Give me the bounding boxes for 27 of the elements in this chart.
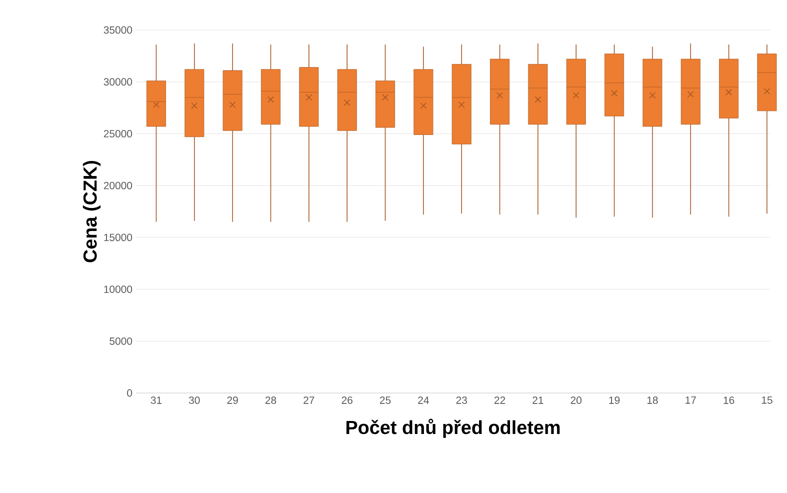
y-tick-label: 0 bbox=[127, 389, 132, 397]
x-tick-label: 18 bbox=[647, 396, 658, 404]
x-tick-label: 17 bbox=[686, 396, 696, 404]
x-tick-label: 24 bbox=[418, 396, 429, 404]
y-axis-title: Cena (CZK) bbox=[82, 160, 101, 262]
x-tick-label: 28 bbox=[265, 396, 276, 404]
y-tick-label: 15000 bbox=[104, 234, 132, 242]
x-tick-label: 21 bbox=[532, 396, 544, 404]
x-tick-label: 20 bbox=[570, 396, 582, 404]
y-tick-label: 5000 bbox=[110, 337, 132, 345]
x-tick-label: 23 bbox=[456, 396, 467, 404]
x-tick-label: 31 bbox=[150, 396, 162, 404]
y-tick-label: 30000 bbox=[104, 78, 132, 86]
x-tick-label: 25 bbox=[380, 396, 391, 404]
x-tick-label: 26 bbox=[342, 396, 352, 404]
y-tick-label: 10000 bbox=[104, 286, 132, 293]
y-tick-label: 35000 bbox=[104, 26, 132, 34]
x-tick-label: 22 bbox=[494, 396, 506, 404]
x-tick-label: 16 bbox=[724, 396, 734, 404]
x-tick-label: 15 bbox=[762, 396, 772, 404]
x-tick-label: 29 bbox=[227, 396, 238, 404]
x-tick-label: 19 bbox=[609, 396, 620, 404]
x-tick-label: 27 bbox=[304, 396, 314, 404]
x-tick-label: 30 bbox=[188, 396, 200, 404]
y-tick-label: 20000 bbox=[104, 182, 132, 190]
x-axis-title: Počet dnů před odletem bbox=[346, 418, 560, 438]
y-tick-label: 25000 bbox=[104, 130, 132, 138]
